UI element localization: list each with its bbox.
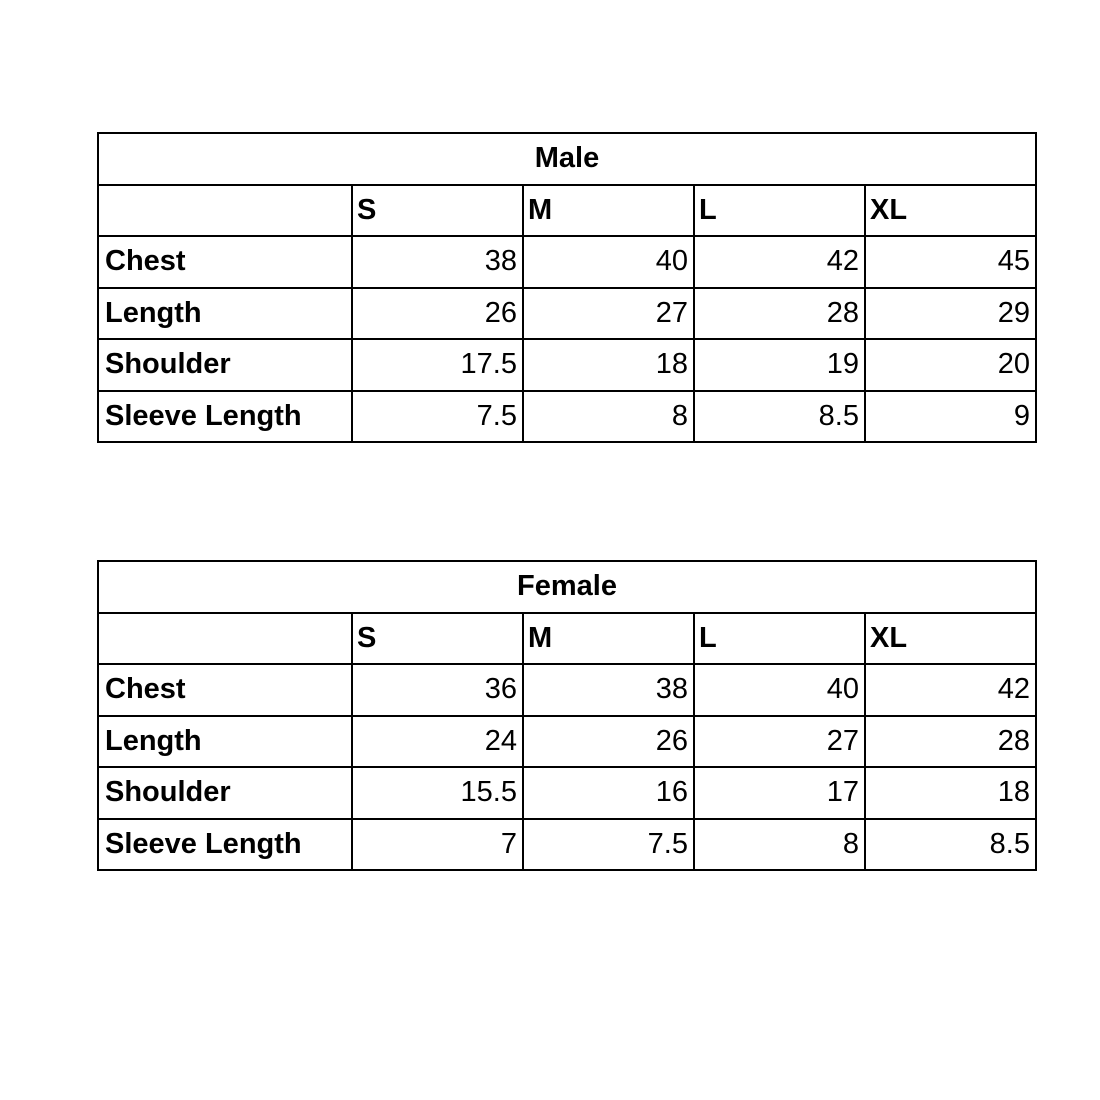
size-header-row: S M L XL bbox=[97, 611, 1037, 665]
measurement-value: 8.5 bbox=[864, 817, 1037, 871]
title-row: Female bbox=[97, 560, 1037, 614]
measurement-value: 9 bbox=[864, 389, 1037, 443]
size-header: M bbox=[522, 611, 695, 665]
measurement-label: Length bbox=[97, 286, 353, 340]
table-row: Sleeve Length 7.5 8 8.5 9 bbox=[97, 389, 1037, 443]
measurement-value: 18 bbox=[522, 338, 695, 392]
table-row: Chest 38 40 42 45 bbox=[97, 235, 1037, 289]
table-row: Length 26 27 28 29 bbox=[97, 286, 1037, 340]
empty-corner-cell bbox=[97, 183, 353, 237]
measurement-value: 45 bbox=[864, 235, 1037, 289]
measurement-value: 8 bbox=[693, 817, 866, 871]
empty-corner-cell bbox=[97, 611, 353, 665]
size-header: M bbox=[522, 183, 695, 237]
size-header: XL bbox=[864, 183, 1037, 237]
size-header: XL bbox=[864, 611, 1037, 665]
table-row: Sleeve Length 7 7.5 8 8.5 bbox=[97, 817, 1037, 871]
measurement-value: 24 bbox=[351, 714, 524, 768]
measurement-value: 17.5 bbox=[351, 338, 524, 392]
measurement-value: 19 bbox=[693, 338, 866, 392]
measurement-value: 7.5 bbox=[351, 389, 524, 443]
size-header: L bbox=[693, 183, 866, 237]
measurement-value: 7.5 bbox=[522, 817, 695, 871]
measurement-value: 28 bbox=[864, 714, 1037, 768]
measurement-label: Sleeve Length bbox=[97, 817, 353, 871]
measurement-value: 29 bbox=[864, 286, 1037, 340]
measurement-value: 38 bbox=[351, 235, 524, 289]
table-row: Shoulder 17.5 18 19 20 bbox=[97, 338, 1037, 392]
measurement-value: 20 bbox=[864, 338, 1037, 392]
size-header: L bbox=[693, 611, 866, 665]
title-row: Male bbox=[97, 132, 1037, 186]
measurement-value: 16 bbox=[522, 766, 695, 820]
table-title: Male bbox=[97, 132, 1037, 186]
measurement-value: 15.5 bbox=[351, 766, 524, 820]
measurement-value: 27 bbox=[522, 286, 695, 340]
measurement-label: Sleeve Length bbox=[97, 389, 353, 443]
measurement-label: Length bbox=[97, 714, 353, 768]
table-row: Length 24 26 27 28 bbox=[97, 714, 1037, 768]
measurement-value: 18 bbox=[864, 766, 1037, 820]
measurement-value: 8 bbox=[522, 389, 695, 443]
measurement-value: 42 bbox=[693, 235, 866, 289]
measurement-value: 26 bbox=[522, 714, 695, 768]
measurement-label: Chest bbox=[97, 663, 353, 717]
measurement-label: Shoulder bbox=[97, 338, 353, 392]
female-size-table: Female S M L XL Chest 36 38 40 42 Length 24 26 27 28 Sh… bbox=[97, 560, 1037, 871]
table-row: Shoulder 15.5 16 17 18 bbox=[97, 766, 1037, 820]
measurement-value: 17 bbox=[693, 766, 866, 820]
table-title: Female bbox=[97, 560, 1037, 614]
size-header: S bbox=[351, 183, 524, 237]
measurement-value: 27 bbox=[693, 714, 866, 768]
measurement-value: 38 bbox=[522, 663, 695, 717]
measurement-value: 36 bbox=[351, 663, 524, 717]
measurement-value: 26 bbox=[351, 286, 524, 340]
measurement-value: 40 bbox=[693, 663, 866, 717]
measurement-value: 28 bbox=[693, 286, 866, 340]
measurement-label: Chest bbox=[97, 235, 353, 289]
table-row: Chest 36 38 40 42 bbox=[97, 663, 1037, 717]
measurement-value: 8.5 bbox=[693, 389, 866, 443]
measurement-value: 40 bbox=[522, 235, 695, 289]
size-header-row: S M L XL bbox=[97, 183, 1037, 237]
measurement-value: 42 bbox=[864, 663, 1037, 717]
size-header: S bbox=[351, 611, 524, 665]
measurement-label: Shoulder bbox=[97, 766, 353, 820]
measurement-value: 7 bbox=[351, 817, 524, 871]
male-size-table: Male S M L XL Chest 38 40 42 45 Length 26 27 28 29 Shou… bbox=[97, 132, 1037, 443]
